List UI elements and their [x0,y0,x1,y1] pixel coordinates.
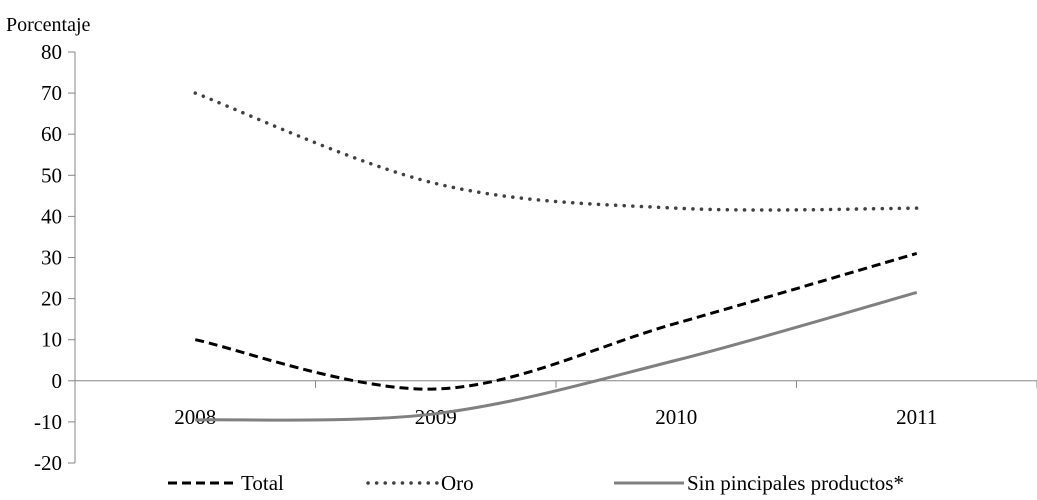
x-axis: 2008 2009 2010 2011 [75,380,1037,429]
y-tick-label: -20 [34,451,62,475]
y-tick-label: -10 [34,410,62,434]
legend-label: Oro [441,471,474,495]
series-line-sin-pincipales-productos [195,290,918,422]
legend-label: Sin pincipales productos* [687,471,904,495]
series-layer [193,91,919,422]
legend-label: Total [241,471,284,495]
series-line-total [194,251,918,391]
y-axis-title: Porcentaje [6,14,91,36]
y-tick-label: 50 [41,163,62,187]
y-tick-label: 80 [41,40,62,64]
y-tick-label: 20 [41,287,62,311]
x-tick-label: 2011 [896,405,937,429]
x-tick-label: 2009 [415,405,457,429]
y-tick-label: 0 [52,369,63,393]
x-tick-label: 2008 [174,405,216,429]
legend: Total Oro Sin pincipales productos* [168,471,904,495]
y-tick-label: 10 [41,328,62,352]
x-tick-label: 2010 [655,405,697,429]
y-tick-label: 60 [41,122,62,146]
y-tick-label: 70 [41,81,62,105]
y-tick-label: 30 [41,246,62,270]
y-axis: 80 70 60 50 40 30 20 10 0 -10 -20 [34,40,76,475]
series-line-oro [193,91,919,212]
y-tick-label: 40 [41,204,62,228]
